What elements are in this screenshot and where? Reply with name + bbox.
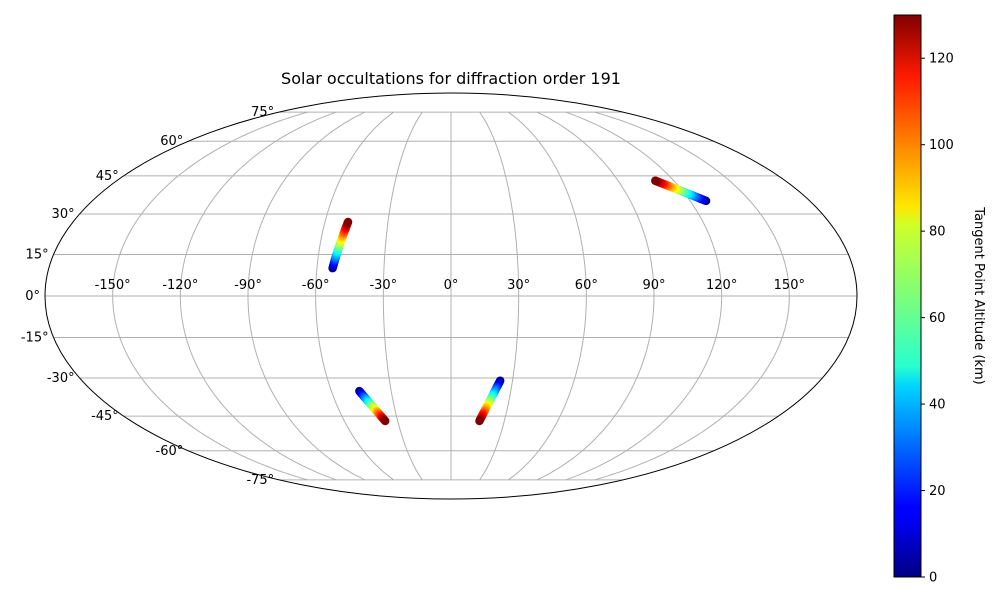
- latitude-tick-labels: 75° 60° 45° 30° 15° 0° -15° -30° -45° -60° -75°: [21, 105, 274, 488]
- colorbar-gradient: [893, 14, 922, 578]
- latitude-tick-label: -75°: [246, 473, 274, 488]
- longitude-tick-label: 30°: [507, 278, 530, 293]
- longitude-tick-label: 90°: [642, 278, 665, 293]
- colorbar: 0 20 40 60 80 100 120 Tangent Point Altitude (…: [893, 14, 986, 586]
- colorbar-ticks: 0 20 40 60 80 100 120: [921, 52, 954, 586]
- latitude-tick-label: -60°: [156, 444, 184, 459]
- longitude-tick-label: 60°: [575, 278, 598, 293]
- chart-title: Solar occultations for diffraction order…: [281, 69, 621, 88]
- latitude-tick-label: -30°: [47, 371, 75, 386]
- latitude-tick-label: 30°: [52, 207, 75, 222]
- occultation-point: [343, 217, 353, 227]
- occultation-point: [651, 176, 660, 185]
- longitude-tick-labels: -150° -120° -90° -60° -30° 0° 30° 60° 90° 120° 150…: [95, 278, 805, 293]
- colorbar-tick-label: 40: [929, 398, 946, 413]
- longitude-tick-label: -120°: [162, 278, 198, 293]
- globe-outline: [44, 92, 858, 500]
- colorbar-label: Tangent Point Altitude (km): [971, 206, 986, 384]
- longitude-tick-label: -150°: [95, 278, 131, 293]
- colorbar-tick-label: 20: [929, 484, 946, 499]
- longitude-tick-label: 0°: [444, 278, 459, 293]
- colorbar-tick-label: 80: [929, 225, 946, 240]
- colorbar-tick-label: 120: [929, 52, 954, 67]
- longitude-tick-label: -90°: [234, 278, 262, 293]
- occultation-points: [328, 176, 711, 426]
- graticule: [45, 111, 857, 481]
- latitude-tick-label: 45°: [96, 169, 119, 184]
- colorbar-tick-label: 60: [929, 311, 946, 326]
- latitude-tick-label: 60°: [160, 134, 183, 149]
- latitude-tick-label: -45°: [91, 409, 119, 424]
- longitude-tick-label: -60°: [302, 278, 330, 293]
- colorbar-tick-label: 100: [929, 138, 954, 153]
- latitude-tick-label: -15°: [21, 331, 49, 346]
- occultation-point: [381, 416, 390, 426]
- latitude-tick-label: 75°: [251, 105, 274, 120]
- longitude-tick-label: -30°: [369, 278, 397, 293]
- colorbar-tick-label: 0: [929, 571, 937, 586]
- occultation-point: [475, 416, 484, 426]
- longitude-tick-label: 120°: [706, 278, 737, 293]
- longitude-tick-label: 150°: [774, 278, 805, 293]
- latitude-tick-label: 0°: [25, 289, 40, 304]
- latitude-tick-label: 15°: [26, 247, 49, 262]
